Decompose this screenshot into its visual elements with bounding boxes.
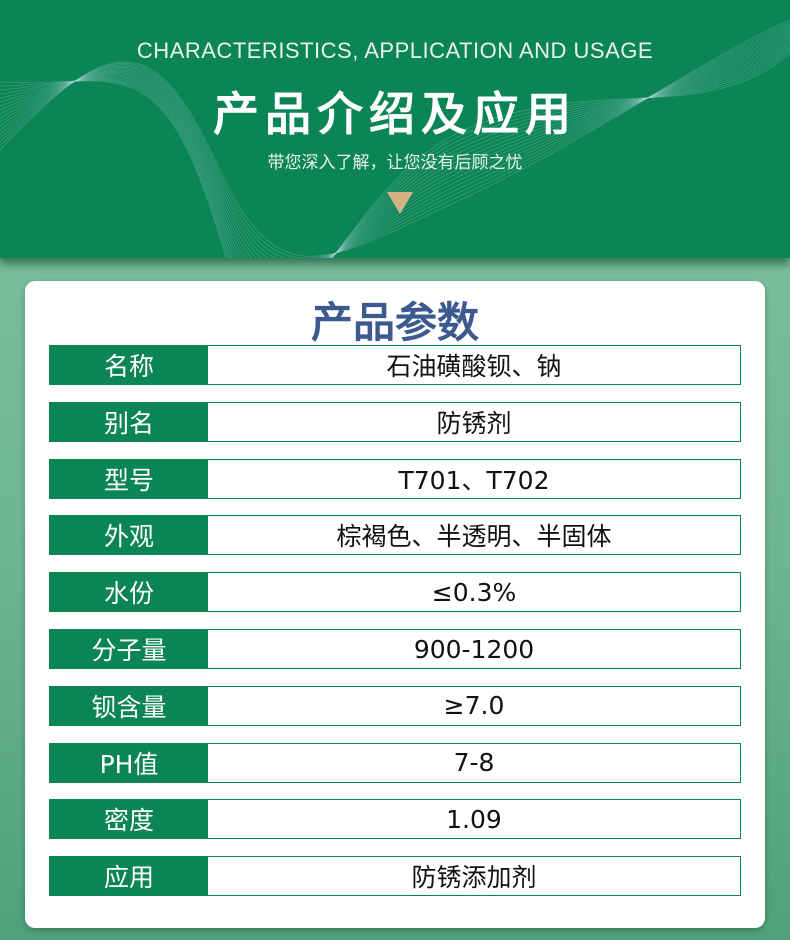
param-row: 密度 1.09 <box>49 799 741 840</box>
param-value: 石油磺酸钡、钠 <box>386 352 562 381</box>
param-value: 7-8 <box>453 748 495 778</box>
param-value: 防锈剂 <box>436 408 512 438</box>
param-label: 型号 <box>50 459 208 498</box>
param-row: 名称 石油磺酸钡、钠 <box>49 345 741 385</box>
param-value: ≤0.3% <box>431 577 517 607</box>
param-label: 分子量 <box>50 630 208 668</box>
param-label: 应用 <box>50 857 208 896</box>
param-label: 水份 <box>50 573 208 612</box>
banner-tagline: 带您深入了解，让您没有后顾之忧 <box>267 153 523 173</box>
header-banner: CHARACTERISTICS, APPLICATION AND USAGE 产… <box>0 0 790 258</box>
banner-title: 产品介绍及应用 <box>213 87 577 141</box>
down-arrow-icon <box>387 192 413 214</box>
param-label: 名称 <box>50 346 208 384</box>
param-value: ≥7.0 <box>443 691 505 721</box>
param-row: 外观 棕褐色、半透明、半固体 <box>49 515 741 556</box>
wave-decoration <box>0 19 790 258</box>
param-row: 钡含量 ≥7.0 <box>49 685 741 726</box>
param-label: 外观 <box>50 516 208 555</box>
param-label: 密度 <box>50 800 208 839</box>
param-value: T701、T702 <box>398 465 550 495</box>
param-row: PH值 7-8 <box>49 742 741 783</box>
param-label: PH值 <box>50 743 208 782</box>
param-row: 应用 防锈添加剂 <box>49 856 741 897</box>
param-label: 别名 <box>50 402 208 441</box>
params-title: 产品参数 <box>310 298 479 347</box>
param-value: 1.09 <box>446 804 502 834</box>
param-value: 棕褐色、半透明、半固体 <box>336 522 612 552</box>
param-value: 防锈添加剂 <box>411 863 537 893</box>
param-label: 钡含量 <box>50 686 208 725</box>
params-card: 产品参数 名称 石油磺酸钡、钠别名 防锈剂型号 T701、T702 外观 棕褐色、半透明、… <box>25 281 765 928</box>
param-row: 水份 ≤0.3% <box>49 572 741 613</box>
param-row: 别名 防锈剂 <box>49 401 741 442</box>
banner-subtitle-en: CHARACTERISTICS, APPLICATION AND USAGE <box>136 38 654 63</box>
param-value: 900-1200 <box>413 634 535 664</box>
param-row: 分子量 900-1200 <box>49 629 741 669</box>
param-row: 型号 T701、T702 <box>49 458 741 499</box>
